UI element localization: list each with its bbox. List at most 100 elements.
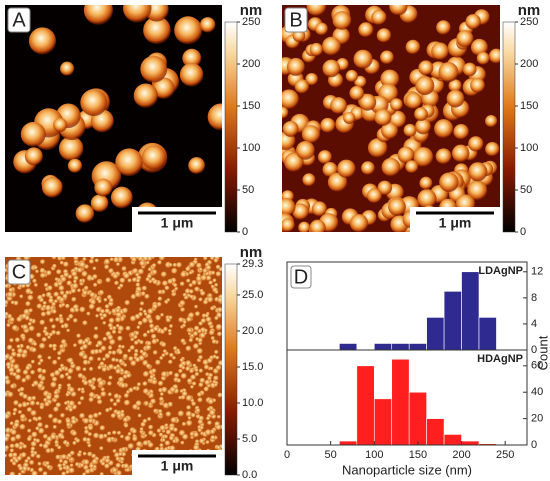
particle — [417, 189, 437, 209]
particle — [100, 391, 107, 398]
particle — [174, 286, 179, 291]
particle — [196, 392, 203, 398]
particle — [59, 260, 65, 266]
particle — [72, 318, 79, 324]
particle — [105, 277, 112, 284]
particle — [381, 157, 401, 177]
particle — [83, 5, 113, 25]
particle — [53, 398, 58, 403]
particle — [207, 376, 213, 381]
particle — [468, 136, 484, 152]
particle — [42, 304, 47, 309]
particle — [12, 407, 18, 413]
particle — [44, 331, 50, 337]
particle — [141, 351, 148, 358]
particle — [149, 323, 155, 330]
particle — [210, 435, 216, 441]
particle — [68, 313, 74, 320]
particle — [108, 375, 113, 381]
particle — [9, 471, 16, 475]
particle — [119, 277, 126, 284]
particle — [100, 345, 107, 352]
particle — [301, 125, 321, 144]
particle — [76, 333, 82, 339]
particle — [45, 310, 52, 317]
particle — [194, 311, 201, 317]
particle — [5, 283, 10, 289]
particle — [211, 339, 217, 345]
particle — [82, 417, 90, 425]
particle — [135, 257, 140, 260]
particle — [10, 436, 17, 443]
histogram-bar — [408, 343, 427, 351]
particle — [40, 311, 47, 318]
particle — [144, 293, 150, 300]
particle — [107, 350, 113, 356]
particle — [62, 261, 70, 268]
particle — [371, 9, 387, 26]
particle — [36, 367, 43, 374]
particle — [81, 340, 87, 346]
particle — [45, 461, 50, 466]
particle — [37, 461, 42, 467]
particle — [51, 301, 57, 307]
particle — [47, 413, 54, 420]
particle — [462, 62, 477, 77]
particle — [214, 282, 219, 288]
particle — [24, 315, 31, 322]
particle — [298, 221, 311, 232]
particle — [119, 456, 125, 462]
particle — [349, 214, 369, 232]
particle — [182, 323, 187, 328]
particle — [108, 297, 114, 304]
particle — [5, 268, 8, 273]
particle — [26, 428, 32, 434]
particle — [19, 294, 24, 299]
particle — [94, 178, 113, 197]
particle — [418, 60, 434, 76]
particle — [152, 377, 157, 382]
particle — [118, 358, 124, 365]
particle — [12, 411, 17, 416]
particle — [18, 465, 24, 472]
histogram-bar — [478, 317, 497, 351]
particle — [57, 350, 63, 357]
particle — [32, 342, 38, 347]
particle — [91, 458, 99, 466]
particle — [199, 332, 207, 339]
particle — [111, 430, 117, 436]
particle — [54, 277, 59, 282]
particle — [388, 197, 406, 216]
particle — [154, 359, 161, 366]
particle — [145, 344, 152, 352]
particle — [162, 326, 169, 333]
particle — [188, 261, 196, 269]
particle — [130, 332, 136, 338]
particle — [7, 391, 14, 398]
particle — [185, 366, 191, 372]
particle — [48, 318, 54, 324]
particle — [83, 285, 89, 291]
particle — [434, 119, 454, 139]
particle — [42, 433, 49, 440]
particle — [210, 306, 215, 312]
particle — [343, 111, 356, 125]
particle — [122, 353, 129, 360]
particle — [438, 62, 459, 83]
particle — [11, 324, 19, 332]
particle — [152, 350, 158, 356]
particle — [67, 158, 83, 173]
particle — [107, 431, 112, 436]
particle — [68, 467, 76, 475]
particle — [20, 121, 46, 147]
histogram-bar — [443, 434, 462, 446]
particle — [121, 266, 128, 272]
particle — [111, 350, 117, 356]
particle — [188, 270, 193, 276]
particle — [123, 423, 129, 429]
particle — [25, 402, 30, 407]
particle — [119, 283, 124, 289]
particle — [446, 89, 465, 108]
particle — [185, 410, 193, 418]
particle — [186, 316, 193, 323]
